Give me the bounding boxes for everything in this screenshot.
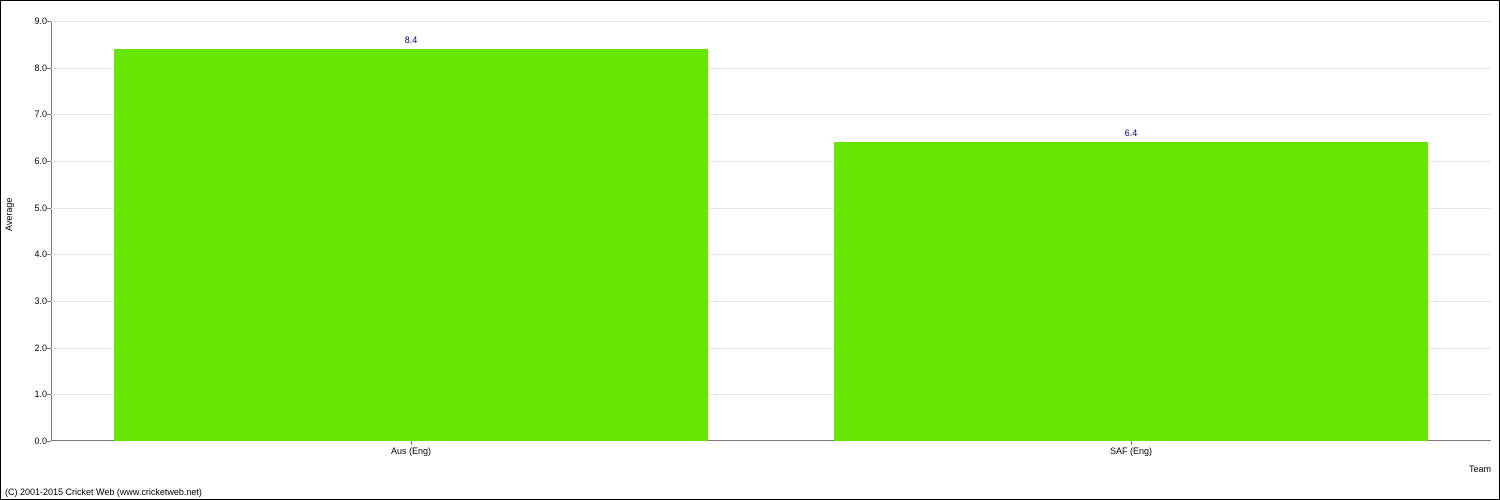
bar [834, 142, 1428, 441]
x-tick [1131, 441, 1132, 445]
bar-value-label: 8.4 [405, 35, 418, 45]
plot-area: 8.4 6.4 [51, 21, 1491, 441]
chart-frame: 8.4 6.4 Average Team (C) 2001-2015 Cricke… [0, 0, 1500, 500]
y-axis-title: Average [4, 198, 14, 231]
y-axis [51, 21, 52, 441]
y-tick-label: 9.0 [17, 16, 47, 26]
y-tick [47, 394, 51, 395]
bar [114, 49, 708, 441]
y-tick [47, 161, 51, 162]
y-tick-label: 8.0 [17, 63, 47, 73]
y-tick-label: 4.0 [17, 249, 47, 259]
y-tick-label: 5.0 [17, 203, 47, 213]
y-tick-label: 0.0 [17, 436, 47, 446]
x-tick-label: SAF (Eng) [1110, 446, 1152, 456]
x-tick-label: Aus (Eng) [391, 446, 431, 456]
y-tick-label: 2.0 [17, 343, 47, 353]
y-tick [47, 21, 51, 22]
y-tick-label: 1.0 [17, 389, 47, 399]
y-tick [47, 348, 51, 349]
x-axis-title: Team [1469, 464, 1491, 474]
y-tick-label: 7.0 [17, 109, 47, 119]
grid-line [51, 21, 1491, 22]
y-tick-label: 6.0 [17, 156, 47, 166]
y-tick [47, 114, 51, 115]
x-tick [411, 441, 412, 445]
bar-value-label: 6.4 [1125, 128, 1138, 138]
y-tick [47, 441, 51, 442]
y-tick-label: 3.0 [17, 296, 47, 306]
y-tick [47, 208, 51, 209]
copyright-text: (C) 2001-2015 Cricket Web (www.cricketwe… [5, 487, 202, 497]
y-tick [47, 68, 51, 69]
y-tick [47, 301, 51, 302]
y-tick [47, 254, 51, 255]
